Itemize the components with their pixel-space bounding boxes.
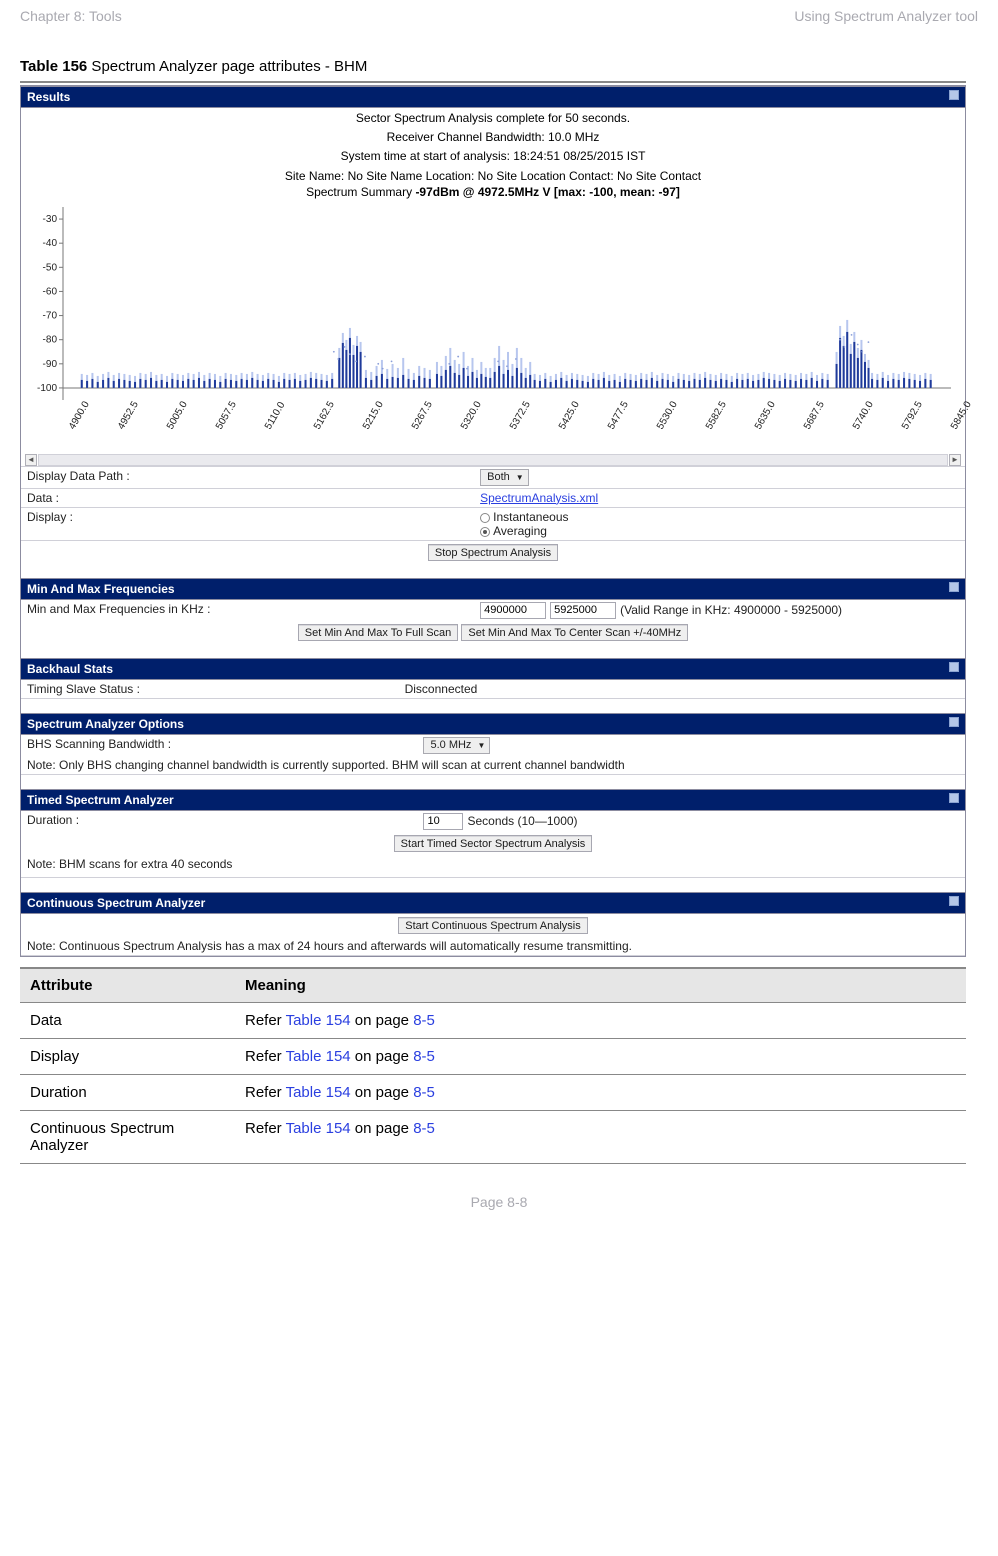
valid-range-text: (Valid Range in KHz: 4900000 - 5925000) bbox=[620, 603, 842, 617]
header-right: Using Spectrum Analyzer tool bbox=[794, 8, 978, 24]
data-xml-link[interactable]: SpectrumAnalysis.xml bbox=[480, 491, 598, 505]
radio-icon bbox=[480, 527, 490, 537]
info-line-1: Receiver Channel Bandwidth: 10.0 MHz bbox=[21, 127, 965, 146]
table-caption: Table 156 Spectrum Analyzer page attribu… bbox=[20, 58, 978, 75]
info-line-2: System time at start of analysis: 18:24:… bbox=[21, 146, 965, 165]
page-ref-link[interactable]: 8-5 bbox=[413, 1120, 435, 1137]
set-center-scan-button[interactable]: Set Min And Max To Center Scan +/-40MHz bbox=[461, 624, 688, 641]
content: Table 156 Spectrum Analyzer page attribu… bbox=[0, 28, 998, 1164]
svg-text:-80: -80 bbox=[43, 334, 58, 345]
backhaul-row: Timing Slave Status : Disconnected bbox=[21, 680, 965, 699]
collapse-icon[interactable] bbox=[949, 90, 959, 100]
table-row: DisplayRefer Table 154 on page 8-5 bbox=[20, 1038, 966, 1074]
display-data-path-row: Display Data Path : Both▼ bbox=[21, 466, 965, 488]
continuous-header: Continuous Spectrum Analyzer bbox=[21, 892, 965, 914]
info-line-0: Sector Spectrum Analysis complete for 50… bbox=[21, 108, 965, 127]
svg-text:-40: -40 bbox=[43, 238, 58, 249]
minmax-header: Min And Max Frequencies bbox=[21, 578, 965, 600]
scroll-right-icon[interactable]: ► bbox=[949, 454, 961, 466]
stop-row: Stop Spectrum Analysis bbox=[21, 541, 965, 564]
minmax-buttons: Set Min And Max To Full Scan Set Min And… bbox=[21, 621, 965, 644]
svg-text:-60: -60 bbox=[43, 286, 58, 297]
options-note: Note: Only BHS changing channel bandwidt… bbox=[21, 756, 965, 775]
duration-row: Duration : Seconds (10—1000) bbox=[21, 811, 965, 832]
svg-text:-30: -30 bbox=[43, 214, 58, 225]
col-meaning: Meaning bbox=[235, 968, 966, 1003]
collapse-icon[interactable] bbox=[949, 662, 959, 672]
table-row: Continuous Spectrum AnalyzerRefer Table … bbox=[20, 1110, 966, 1163]
bhs-bandwidth-select[interactable]: 5.0 MHz▼ bbox=[423, 737, 490, 754]
data-row: Data : SpectrumAnalysis.xml bbox=[21, 488, 965, 507]
radio-icon bbox=[480, 513, 490, 523]
header-left: Chapter 8: Tools bbox=[20, 8, 122, 24]
backhaul-header: Backhaul Stats bbox=[21, 658, 965, 680]
x-axis-labels: 4900.04952.55005.05057.55110.05162.55215… bbox=[29, 406, 957, 454]
results-header: Results bbox=[21, 86, 965, 108]
summary-line: Spectrum Summary -97dBm @ 4972.5MHz V [m… bbox=[21, 185, 965, 201]
spectrum-chart: -30 -40 -50 -60 -70 -80 -90 -100 bbox=[29, 201, 957, 406]
scroll-left-icon[interactable]: ◄ bbox=[25, 454, 37, 466]
table-ref-link[interactable]: Table 154 bbox=[286, 1048, 351, 1065]
display-instantaneous-option[interactable]: Instantaneous bbox=[480, 510, 959, 524]
timed-button-row: Start Timed Sector Spectrum Analysis bbox=[21, 832, 965, 855]
screenshot-panel: Results Sector Spectrum Analysis complet… bbox=[20, 85, 966, 957]
timed-header: Timed Spectrum Analyzer bbox=[21, 789, 965, 811]
col-attribute: Attribute bbox=[20, 968, 235, 1003]
table-ref-link[interactable]: Table 154 bbox=[286, 1012, 351, 1029]
continuous-note: Note: Continuous Spectrum Analysis has a… bbox=[21, 937, 965, 956]
display-row: Display : Instantaneous Averaging bbox=[21, 507, 965, 541]
start-continuous-button[interactable]: Start Continuous Spectrum Analysis bbox=[398, 917, 587, 934]
display-data-path-select[interactable]: Both▼ bbox=[480, 469, 529, 486]
chevron-down-icon: ▼ bbox=[516, 473, 524, 482]
page-footer: Page 8-8 bbox=[0, 1164, 998, 1222]
display-averaging-option[interactable]: Averaging bbox=[480, 524, 959, 538]
info-line-3: Site Name: No Site Name Location: No Sit… bbox=[21, 166, 965, 185]
svg-text:-70: -70 bbox=[43, 310, 58, 321]
attributes-table: Attribute Meaning DataRefer Table 154 on… bbox=[20, 967, 966, 1164]
chart-zone: -30 -40 -50 -60 -70 -80 -90 -100 4900.04952.550… bbox=[21, 201, 965, 454]
page-header: Chapter 8: Tools Using Spectrum Analyzer… bbox=[0, 0, 998, 28]
collapse-icon[interactable] bbox=[949, 582, 959, 592]
stop-spectrum-button[interactable]: Stop Spectrum Analysis bbox=[428, 544, 558, 561]
start-timed-button[interactable]: Start Timed Sector Spectrum Analysis bbox=[394, 835, 593, 852]
duration-input[interactable] bbox=[423, 813, 463, 830]
scroll-track[interactable] bbox=[38, 454, 948, 466]
continuous-button-row: Start Continuous Spectrum Analysis bbox=[21, 914, 965, 937]
collapse-icon[interactable] bbox=[949, 793, 959, 803]
svg-text:-90: -90 bbox=[43, 359, 58, 370]
min-freq-input[interactable] bbox=[480, 602, 546, 619]
table-ref-link[interactable]: Table 154 bbox=[286, 1120, 351, 1137]
bhs-bandwidth-row: BHS Scanning Bandwidth : 5.0 MHz▼ bbox=[21, 735, 965, 756]
page-ref-link[interactable]: 8-5 bbox=[413, 1084, 435, 1101]
svg-text:-100: -100 bbox=[37, 383, 57, 394]
table-row: DurationRefer Table 154 on page 8-5 bbox=[20, 1074, 966, 1110]
svg-text:-50: -50 bbox=[43, 262, 58, 273]
chart-scrollbar[interactable]: ◄ ► bbox=[21, 454, 965, 466]
table-ref-link[interactable]: Table 154 bbox=[286, 1084, 351, 1101]
page-ref-link[interactable]: 8-5 bbox=[413, 1012, 435, 1029]
table-row: DataRefer Table 154 on page 8-5 bbox=[20, 1002, 966, 1038]
timed-note: Note: BHM scans for extra 40 seconds bbox=[21, 855, 965, 878]
collapse-icon[interactable] bbox=[949, 717, 959, 727]
page-ref-link[interactable]: 8-5 bbox=[413, 1048, 435, 1065]
options-header: Spectrum Analyzer Options bbox=[21, 713, 965, 735]
set-full-scan-button[interactable]: Set Min And Max To Full Scan bbox=[298, 624, 459, 641]
minmax-row: Min and Max Frequencies in KHz : (Valid … bbox=[21, 600, 965, 621]
max-freq-input[interactable] bbox=[550, 602, 616, 619]
caption-bold: Table 156 bbox=[20, 58, 87, 75]
chevron-down-icon: ▼ bbox=[477, 741, 485, 750]
caption-rest: Spectrum Analyzer page attributes - BHM bbox=[87, 58, 367, 75]
collapse-icon[interactable] bbox=[949, 896, 959, 906]
